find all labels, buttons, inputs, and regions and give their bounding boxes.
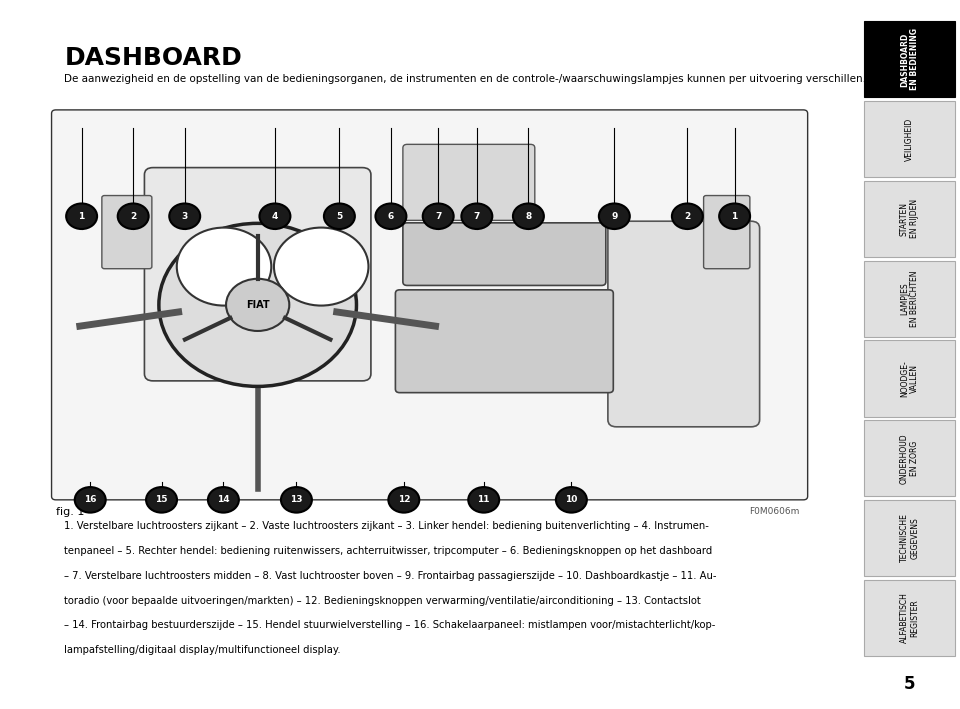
Text: fig. 1: fig. 1 [56,507,84,517]
FancyBboxPatch shape [396,290,613,393]
Text: 3: 3 [181,212,188,220]
Circle shape [389,487,420,513]
Text: 5: 5 [336,212,343,220]
Text: DASHBOARD: DASHBOARD [64,46,242,70]
Circle shape [208,487,239,513]
Bar [864,181,955,257]
FancyBboxPatch shape [704,196,750,269]
Text: ALFABETISCH
REGISTER: ALFABETISCH REGISTER [900,592,920,643]
Text: 1: 1 [732,212,737,220]
Circle shape [169,203,201,229]
Circle shape [259,203,291,229]
Circle shape [672,203,703,229]
Circle shape [281,487,312,513]
FancyBboxPatch shape [608,221,759,427]
Text: F0M0606m: F0M0606m [749,507,799,516]
Text: LAMPJES
EN BERICHTEN: LAMPJES EN BERICHTEN [900,270,920,327]
Circle shape [274,228,369,306]
FancyBboxPatch shape [144,167,371,381]
FancyBboxPatch shape [403,145,535,220]
Text: 2: 2 [684,212,690,220]
Text: 7: 7 [435,212,442,220]
Text: FIAT: FIAT [246,300,270,310]
Text: ONDERHOUD
EN ZORG: ONDERHOUD EN ZORG [900,433,920,484]
Bar [864,500,955,576]
FancyBboxPatch shape [403,223,606,286]
Text: 2: 2 [130,212,136,220]
Circle shape [422,203,454,229]
Text: lampafstelling/digitaal display/multifunctioneel display.: lampafstelling/digitaal display/multifun… [64,645,341,655]
Text: 14: 14 [217,496,229,504]
Circle shape [118,203,149,229]
Text: 12: 12 [397,496,410,504]
Bar [864,260,955,337]
Circle shape [513,203,544,229]
Bar [864,420,955,496]
Text: toradio (voor bepaalde uitvoeringen/markten) – 12. Bedieningsknoppen verwarming/: toradio (voor bepaalde uitvoeringen/mark… [64,596,701,605]
Circle shape [375,203,406,229]
Circle shape [226,279,289,331]
Text: – 14. Frontairbag bestuurderszijde – 15. Hendel stuurwielverstelling – 16. Schak: – 14. Frontairbag bestuurderszijde – 15.… [64,620,716,630]
Circle shape [75,487,106,513]
Circle shape [324,203,355,229]
Circle shape [146,487,177,513]
Circle shape [719,203,750,229]
Text: tenpaneel – 5. Rechter hendel: bediening ruitenwissers, achterruitwisser, tripco: tenpaneel – 5. Rechter hendel: bediening… [64,546,712,556]
Text: NOODGE-
VALLEN: NOODGE- VALLEN [900,360,920,397]
Text: 16: 16 [84,496,96,504]
Text: STARTEN
EN RIJDEN: STARTEN EN RIJDEN [900,199,920,238]
FancyBboxPatch shape [52,110,807,500]
Text: 15: 15 [156,496,168,504]
Text: De aanwezigheid en de opstelling van de bedieningsorganen, de instrumenten en de: De aanwezigheid en de opstelling van de … [64,74,867,84]
Text: TECHNISCHE
GEGEVENS: TECHNISCHE GEGEVENS [900,513,920,562]
Text: 6: 6 [388,212,394,220]
Circle shape [177,228,272,306]
Circle shape [556,487,587,513]
Text: 9: 9 [612,212,617,220]
Text: VEILIGHEID: VEILIGHEID [905,118,914,161]
Text: 10: 10 [565,496,578,504]
Circle shape [158,223,356,386]
Text: 7: 7 [473,212,480,220]
FancyBboxPatch shape [102,196,152,269]
Circle shape [66,203,97,229]
Bar [864,101,955,177]
Text: 5: 5 [904,675,915,693]
Text: 11: 11 [477,496,490,504]
Text: DASHBOARD
EN BEDIENING: DASHBOARD EN BEDIENING [900,28,920,90]
Text: 1: 1 [79,212,84,220]
Circle shape [468,487,499,513]
Bar [864,21,955,98]
Circle shape [462,203,492,229]
Bar [864,579,955,656]
Text: 4: 4 [272,212,278,220]
Text: – 7. Verstelbare luchtroosters midden – 8. Vast luchtrooster boven – 9. Frontair: – 7. Verstelbare luchtroosters midden – … [64,571,717,581]
Text: 13: 13 [290,496,302,504]
Circle shape [599,203,630,229]
Bar [864,340,955,416]
Text: 8: 8 [525,212,532,220]
Text: 1. Verstelbare luchtroosters zijkant – 2. Vaste luchtroosters zijkant – 3. Linke: 1. Verstelbare luchtroosters zijkant – 2… [64,521,709,531]
